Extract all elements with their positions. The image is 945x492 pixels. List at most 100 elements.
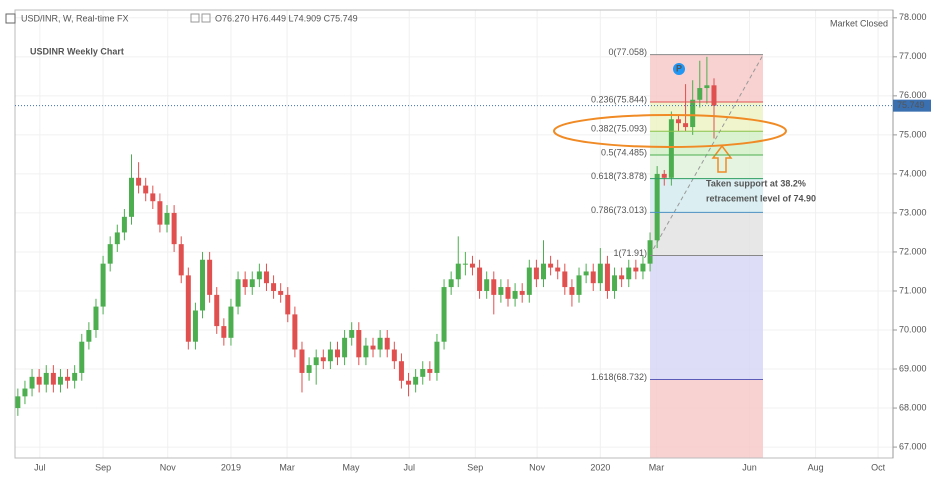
candle-body [391,349,397,362]
candle-body [249,279,255,288]
candle-body [192,310,198,342]
y-tick-label: 71.000 [899,285,927,295]
candle-body [342,337,348,358]
candle-body [235,279,241,307]
x-tick-label: May [342,462,360,472]
candle-body [256,271,262,280]
y-tick-label: 74.000 [899,168,927,178]
candle-body [541,263,547,280]
candle-body [427,369,433,373]
y-tick-label: 69.000 [899,363,927,373]
candle-body [79,341,85,373]
fib-zone [650,178,763,213]
candle-body [363,345,369,358]
candle-body [150,193,156,202]
candle-body [604,263,610,291]
candle-body [420,369,426,377]
y-tick-label: 73.000 [899,207,927,217]
y-tick-label: 75.000 [899,129,927,139]
menu-icon[interactable] [5,13,16,24]
x-tick-label: Mar [649,462,665,472]
icon[interactable] [190,13,200,23]
candle-body [164,212,170,225]
candle-body [15,396,21,409]
candle-body [441,287,447,342]
candle-body [22,388,28,397]
marker[interactable] [673,63,685,75]
x-tick-label: Sep [467,462,483,472]
candle-body [654,173,660,241]
fib-label: 0.382(75.093) [591,124,647,134]
candle-body [327,349,333,362]
candle-body [661,173,667,178]
x-tick-label: Sep [95,462,111,472]
fib-label: 0.236(75.844) [591,94,647,104]
candle-body [29,376,35,389]
candle-body [285,294,291,315]
candle-body [292,314,298,350]
candle-body [178,244,184,276]
candle-body [569,287,575,295]
candle-body [455,263,461,280]
candle-body [93,306,99,330]
x-tick-label: Jul [34,462,46,472]
candle-body [86,330,92,342]
last-price-label: 75.749 [897,100,925,110]
candle-body [683,123,689,128]
x-tick-label: Oct [871,462,886,472]
candle-body [221,326,227,338]
candle-body [711,85,717,106]
x-tick-label: Jul [403,462,415,472]
candle-body [214,294,220,327]
candle-body [406,380,412,385]
arrow [711,144,733,173]
candle-body [462,263,468,265]
candle-body [498,287,504,295]
candle-body [136,177,142,186]
y-tick-label: 77.000 [899,51,927,61]
fib-label: 0.618(73.878) [591,171,647,181]
candle-body [207,259,213,295]
candle-body [100,263,106,307]
chart-title: USD/INR, W, Real-time FX [21,13,129,23]
annotation: Taken support at 38.2% [706,178,806,188]
candle-body [263,271,269,284]
candle-body [526,267,532,295]
candle-body [533,267,539,280]
candle-body [335,349,341,358]
y-tick-label: 72.000 [899,246,927,256]
candle-body [519,290,525,295]
fib-zone [650,212,763,256]
candle-body [555,267,561,272]
candle-body [107,244,113,264]
candle-body [675,119,681,124]
candle-body [36,376,42,385]
candle-body [512,290,518,299]
fib-label: 0.786(73.013) [591,205,647,215]
x-tick-label: 2020 [590,462,610,472]
fib-label: 1.618(68.732) [591,372,647,382]
candle-body [228,306,234,338]
market-status: Market Closed [830,18,888,28]
candle-body [448,279,454,288]
candle-body [114,232,120,245]
fib-label: 0(77.058) [608,47,647,57]
candle-body [633,267,639,272]
fib-zone [650,154,763,179]
candle-body [619,275,625,280]
candle-body [121,216,127,233]
candle-body [370,345,376,350]
candle-body [57,376,63,385]
icon[interactable] [201,13,211,23]
candle-body [562,271,568,288]
candle-body [434,341,440,373]
candle-body [299,349,305,373]
candle-body [271,283,277,291]
x-tick-label: Jun [742,462,757,472]
y-tick-label: 70.000 [899,324,927,334]
annotation: retracement level of 74.90 [706,193,816,203]
ohlc: O76.270 H76.449 L74.909 C75.749 [215,13,358,23]
fib-label: 0.5(74.485) [601,147,647,157]
